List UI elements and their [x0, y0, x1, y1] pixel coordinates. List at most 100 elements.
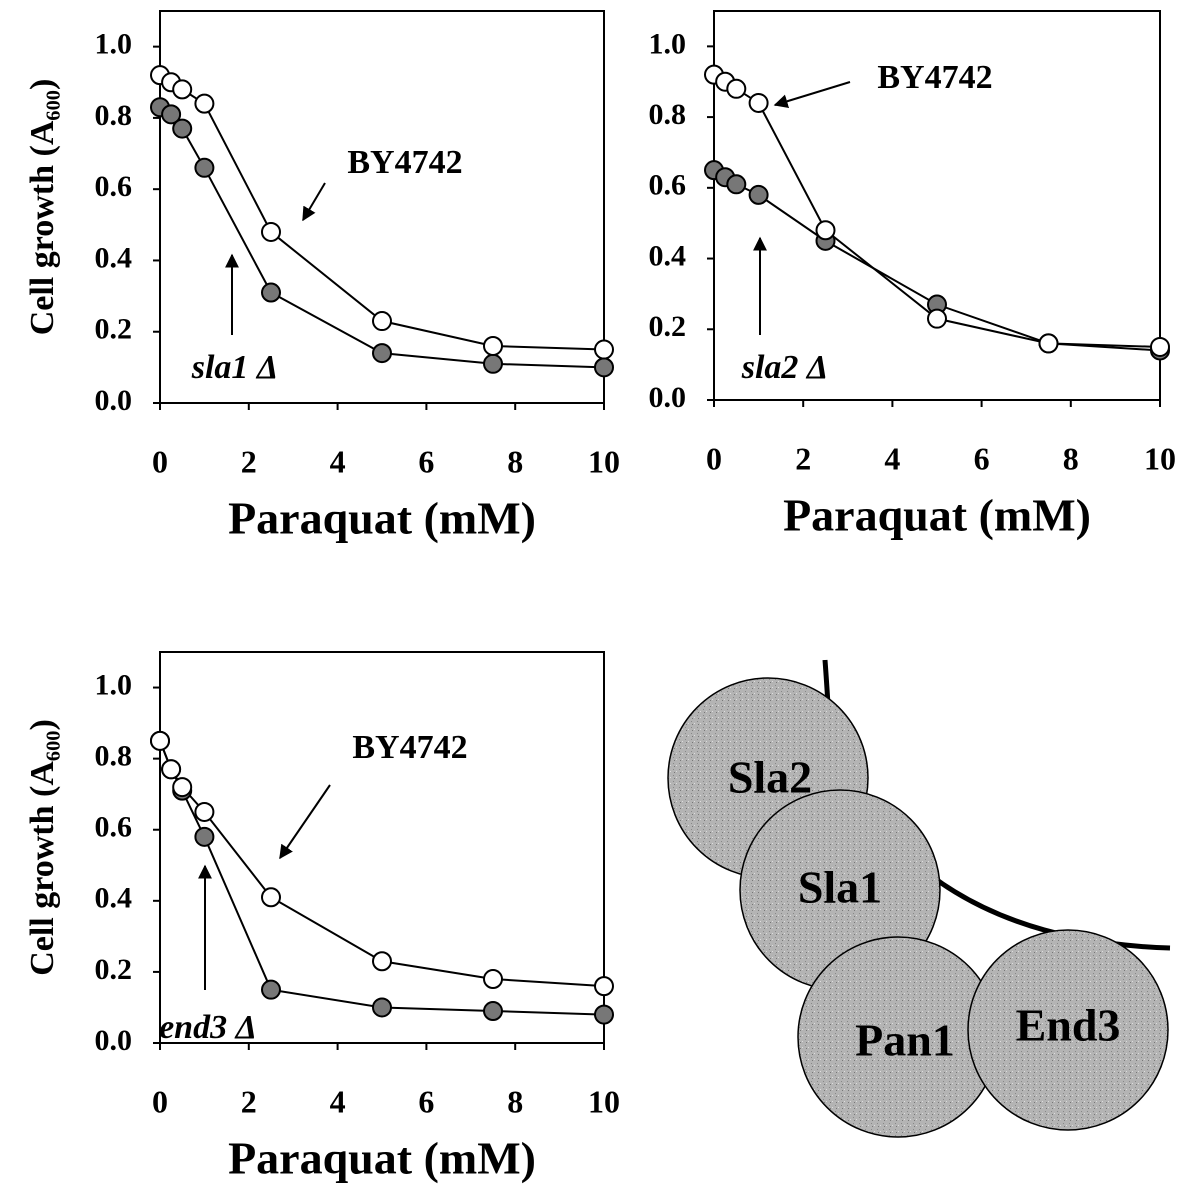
- y-tick-label: 0.0: [95, 384, 133, 417]
- data-point: [372, 951, 392, 972]
- data-point: [172, 777, 193, 798]
- data-point: [594, 976, 614, 997]
- x-axis-title: Paraquat (mM): [783, 490, 1091, 541]
- data-point: [748, 92, 769, 113]
- node-label: Pan1: [855, 1015, 955, 1066]
- diagram: Sla2 Sla1 Pan1 End3: [667, 659, 1171, 1138]
- data-point: [748, 184, 769, 205]
- x-tick-label: 0: [152, 1083, 168, 1119]
- node-label: Sla2: [728, 752, 812, 803]
- x-axis-title: Paraquat (mM): [228, 1133, 536, 1184]
- x-tick-label: 4: [330, 1083, 346, 1119]
- chart: 0.0 0.2 0.4 0.6 0.8 1.0 0 2 4 6 8 10 Paraquat (mM) sl…: [649, 10, 1176, 541]
- annotation: end3 Δ: [159, 1009, 257, 1046]
- x-axis-title: Paraquat (mM): [228, 493, 536, 544]
- data-point: [815, 220, 836, 241]
- data-point: [483, 353, 503, 374]
- x-tick-label: 2: [795, 440, 811, 476]
- y-tick-label: 0.6: [95, 811, 133, 844]
- data-point: [372, 343, 392, 364]
- x-tick-label: 6: [418, 1083, 434, 1119]
- data-point: [172, 79, 193, 100]
- data-point: [927, 308, 947, 329]
- x-tick-label: 0: [152, 443, 168, 479]
- data-point: [483, 335, 503, 356]
- y-tick-label: 1.0: [95, 668, 133, 701]
- data-point: [1038, 333, 1059, 354]
- x-tick-label: 4: [330, 443, 346, 479]
- node-label: End3: [1016, 1000, 1121, 1051]
- annotation-arrow: [279, 784, 331, 860]
- x-tick-label: 8: [507, 1083, 523, 1119]
- data-point: [1150, 336, 1170, 357]
- annotation-arrow: [773, 81, 851, 108]
- data-point: [594, 357, 614, 378]
- y-tick-label: 1.0: [649, 27, 687, 60]
- y-tick-label: 0.2: [649, 310, 687, 343]
- y-axis-title: Cell growth (A₆₀₀): [24, 719, 61, 976]
- data-point: [161, 104, 182, 125]
- x-tick-label: 10: [588, 1083, 620, 1119]
- data-point: [726, 78, 747, 99]
- y-tick-label: 0.8: [95, 740, 133, 773]
- data-point: [261, 221, 281, 242]
- data-point: [194, 157, 215, 178]
- x-tick-label: 4: [884, 440, 900, 476]
- data-point: [194, 826, 215, 847]
- series-line: [159, 740, 605, 988]
- y-tick-label: 0.4: [95, 882, 133, 915]
- annotation: sla1 Δ: [191, 349, 279, 386]
- data-point: [372, 997, 392, 1018]
- data-point: [194, 93, 215, 114]
- plot-frame: [159, 651, 605, 1044]
- data-point: [194, 801, 215, 822]
- data-point: [161, 759, 182, 780]
- y-tick-label: 1.0: [95, 28, 133, 61]
- y-tick-label: 0.0: [649, 381, 687, 414]
- x-tick-label: 0: [706, 440, 722, 476]
- data-point: [372, 311, 392, 332]
- x-tick-label: 10: [1144, 440, 1176, 476]
- plot-frame: [713, 10, 1161, 401]
- annotation: BY4742: [347, 144, 462, 181]
- y-tick-label: 0.6: [95, 170, 133, 203]
- x-tick-label: 10: [588, 443, 620, 479]
- y-tick-label: 0.4: [649, 239, 687, 272]
- y-tick-label: 0.6: [649, 169, 687, 202]
- series-line: [159, 740, 605, 1016]
- x-tick-label: 8: [1063, 440, 1079, 476]
- y-tick-label: 0.8: [649, 98, 687, 131]
- annotation: sla2 Δ: [741, 349, 829, 386]
- y-axis-title: Cell growth (A₆₀₀): [24, 79, 61, 336]
- data-point: [483, 969, 503, 990]
- y-tick-label: 0.0: [95, 1024, 133, 1057]
- annotation: BY4742: [877, 59, 992, 96]
- node-circle: [967, 929, 1169, 1131]
- node-label: Sla1: [798, 862, 882, 913]
- series-line: [159, 74, 605, 351]
- x-tick-label: 2: [241, 443, 257, 479]
- y-tick-label: 0.4: [95, 241, 133, 274]
- chart: 0.0 0.2 0.4 0.6 0.8 1.0 0 2 4 6 8 10 Paraquat (mM) Ce…: [24, 10, 620, 544]
- annotation-arrow: [302, 182, 326, 222]
- x-tick-label: 6: [974, 440, 990, 476]
- data-point: [261, 887, 281, 908]
- data-point: [261, 282, 281, 303]
- data-point: [594, 339, 614, 360]
- data-point: [594, 1004, 614, 1025]
- data-point: [172, 118, 193, 139]
- data-point: [150, 730, 170, 751]
- data-point: [483, 1001, 503, 1022]
- annotation: BY4742: [352, 729, 467, 766]
- data-point: [726, 174, 747, 195]
- chart: 0.0 0.2 0.4 0.6 0.8 1.0 0 2 4 6 8 10 Paraquat (mM) Ce…: [24, 651, 620, 1184]
- x-tick-label: 2: [241, 1083, 257, 1119]
- plot-frame: [159, 10, 605, 404]
- y-tick-label: 0.2: [95, 953, 133, 986]
- x-tick-label: 8: [507, 443, 523, 479]
- data-point: [261, 979, 281, 1000]
- y-tick-label: 0.8: [95, 99, 133, 132]
- x-tick-label: 6: [418, 443, 434, 479]
- y-tick-label: 0.2: [95, 313, 133, 346]
